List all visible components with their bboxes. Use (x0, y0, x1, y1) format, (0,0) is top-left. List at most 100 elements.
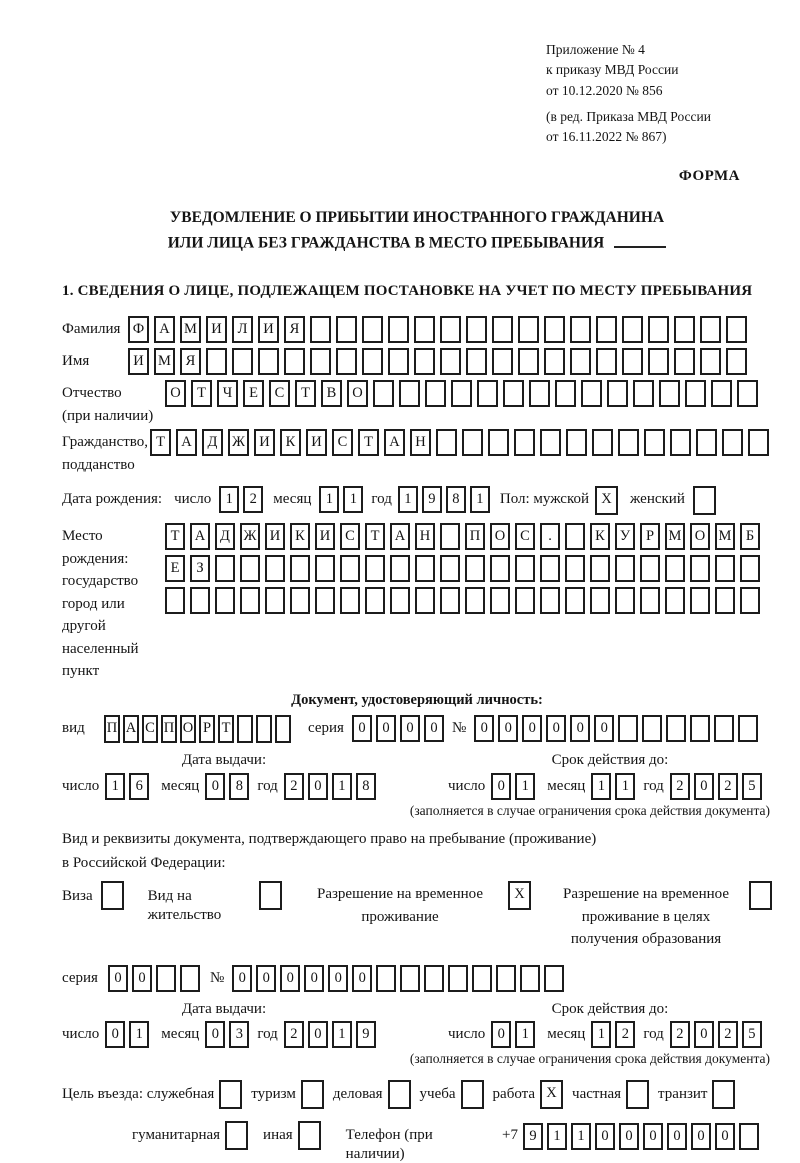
char-box[interactable] (674, 348, 695, 376)
char-box[interactable]: Р (199, 714, 215, 743)
char-box[interactable] (503, 380, 524, 408)
char-box[interactable] (740, 587, 760, 615)
char-box[interactable] (665, 555, 685, 583)
char-box[interactable] (387, 1080, 411, 1110)
char-box[interactable] (265, 555, 285, 583)
char-box[interactable] (440, 316, 461, 344)
char-box[interactable] (340, 587, 360, 615)
char-box[interactable] (400, 964, 421, 992)
char-box[interactable]: М (180, 316, 201, 344)
char-box[interactable]: 1 (547, 1123, 567, 1151)
char-box[interactable] (219, 1080, 243, 1110)
char-box[interactable] (465, 587, 485, 615)
char-box[interactable]: 2 (669, 772, 690, 800)
char-box[interactable]: 1 (515, 1021, 536, 1049)
char-box[interactable]: 0 (307, 772, 328, 800)
char-box[interactable] (451, 380, 472, 408)
char-box[interactable]: 2 (283, 772, 304, 800)
char-box[interactable]: 2 (283, 1021, 304, 1049)
char-box[interactable]: С (515, 523, 535, 551)
char-box[interactable]: 1 (331, 772, 352, 800)
char-box[interactable] (615, 555, 635, 583)
char-box[interactable]: 8 (229, 772, 250, 800)
char-box[interactable]: Т (358, 429, 379, 457)
char-box[interactable] (399, 380, 420, 408)
char-box[interactable]: 0 (715, 1123, 735, 1151)
char-box[interactable]: И (315, 523, 335, 551)
char-box[interactable] (237, 714, 253, 743)
char-box[interactable]: С (332, 429, 353, 457)
char-box[interactable]: К (280, 429, 301, 457)
char-box[interactable]: З (190, 555, 210, 583)
char-box[interactable] (748, 429, 769, 457)
char-box[interactable]: 0 (351, 714, 372, 742)
char-box[interactable]: И (306, 429, 327, 457)
char-box[interactable] (544, 348, 565, 376)
char-box[interactable] (362, 348, 383, 376)
char-box[interactable] (440, 523, 460, 551)
char-box[interactable]: 0 (232, 964, 253, 992)
char-box[interactable]: 2 (243, 486, 264, 514)
char-box[interactable] (696, 429, 717, 457)
char-box[interactable] (738, 714, 759, 742)
char-box[interactable]: 9 (523, 1123, 543, 1151)
char-box[interactable]: Т (165, 523, 185, 551)
char-box[interactable]: Я (180, 348, 201, 376)
char-box[interactable]: 3 (229, 1021, 250, 1049)
char-box[interactable]: С (269, 380, 290, 408)
char-box[interactable]: 0 (280, 964, 301, 992)
char-box[interactable]: 1 (343, 486, 364, 514)
char-box[interactable] (425, 380, 446, 408)
char-box[interactable]: Т (191, 380, 212, 408)
char-box[interactable] (515, 555, 535, 583)
char-box[interactable] (315, 555, 335, 583)
char-box[interactable] (700, 348, 721, 376)
char-box[interactable] (310, 316, 331, 344)
char-box[interactable] (414, 316, 435, 344)
char-box[interactable]: 0 (205, 772, 226, 800)
char-box[interactable]: . (540, 523, 560, 551)
char-box[interactable]: О (180, 714, 196, 743)
char-box[interactable] (390, 587, 410, 615)
char-box[interactable]: 1 (129, 1021, 150, 1049)
char-box[interactable]: А (176, 429, 197, 457)
char-box[interactable]: 8 (355, 772, 376, 800)
char-box[interactable] (165, 587, 185, 615)
char-box[interactable] (240, 555, 260, 583)
char-box[interactable] (648, 316, 669, 344)
char-box[interactable]: 1 (219, 486, 240, 514)
char-box[interactable] (462, 429, 483, 457)
char-box[interactable] (388, 316, 409, 344)
char-box[interactable]: 5 (741, 1021, 762, 1049)
char-box[interactable] (290, 587, 310, 615)
char-box[interactable] (472, 964, 493, 992)
char-box[interactable] (540, 429, 561, 457)
char-box[interactable] (490, 587, 510, 615)
char-box[interactable]: 1 (319, 486, 340, 514)
char-box[interactable] (633, 380, 654, 408)
char-box[interactable] (424, 964, 445, 992)
char-box[interactable]: 0 (491, 772, 512, 800)
char-box[interactable] (690, 714, 711, 742)
char-box[interactable] (336, 316, 357, 344)
char-box[interactable] (256, 714, 272, 743)
char-box[interactable] (490, 555, 510, 583)
char-box[interactable] (590, 587, 610, 615)
char-box[interactable]: Н (415, 523, 435, 551)
char-box[interactable]: 1 (469, 486, 490, 514)
char-box[interactable]: Т (150, 429, 171, 457)
char-box[interactable]: И (254, 429, 275, 457)
char-box[interactable]: 0 (546, 714, 567, 742)
char-box[interactable] (415, 587, 435, 615)
char-box[interactable] (100, 881, 124, 911)
char-box[interactable] (626, 1080, 650, 1110)
char-box[interactable] (540, 555, 560, 583)
char-box[interactable] (315, 587, 335, 615)
char-box[interactable] (666, 714, 687, 742)
char-box[interactable] (518, 348, 539, 376)
char-box[interactable]: Е (243, 380, 264, 408)
char-box[interactable] (290, 555, 310, 583)
char-box[interactable] (448, 964, 469, 992)
char-box[interactable] (466, 316, 487, 344)
char-box[interactable] (460, 1080, 484, 1110)
